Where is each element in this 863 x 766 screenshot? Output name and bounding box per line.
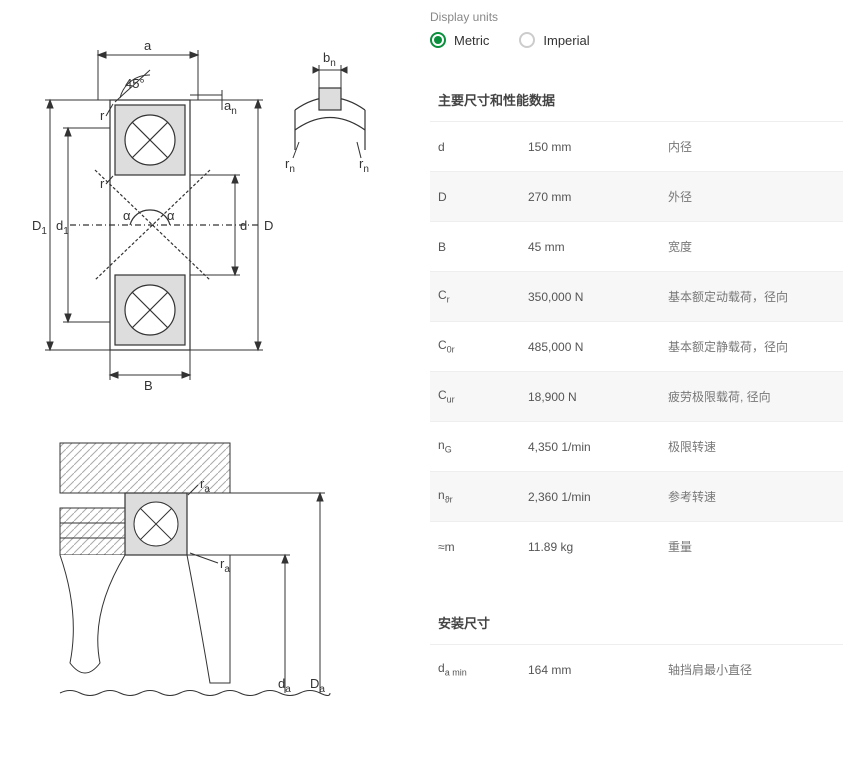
radio-metric[interactable]: Metric (430, 32, 489, 48)
spec-description: 轴挡肩最小直径 (660, 645, 843, 695)
spec-symbol: nϑr (430, 472, 520, 522)
label-B: B (144, 378, 153, 390)
label-a: a (144, 38, 152, 53)
spec-symbol: B (430, 222, 520, 272)
label-r-upper: r (100, 108, 105, 123)
label-45deg: 45° (125, 76, 145, 91)
spec-table-main: d150 mm内径D270 mm外径B45 mm宽度Cr350,000 N基本额… (430, 121, 843, 571)
spec-description: 内径 (660, 122, 843, 172)
label-alpha-left: α (123, 208, 131, 223)
spec-symbol: Cur (430, 372, 520, 422)
spec-description: 疲劳极限载荷, 径向 (660, 372, 843, 422)
radio-icon (430, 32, 446, 48)
spec-value: 11.89 kg (520, 522, 660, 572)
spec-value: 45 mm (520, 222, 660, 272)
table-row: Cr350,000 N基本额定动载荷，径向 (430, 272, 843, 322)
spec-symbol: d (430, 122, 520, 172)
diagram-bearing-cross-section: a 45° an r r α α (10, 20, 400, 393)
label-da: da (278, 676, 291, 695)
table-row: ≈m11.89 kg重量 (430, 522, 843, 572)
table-row: nG4,350 1/min极限转速 (430, 422, 843, 472)
display-units-label: Display units (430, 10, 843, 24)
spec-symbol: ≈m (430, 522, 520, 572)
spec-value: 4,350 1/min (520, 422, 660, 472)
spec-description: 参考转速 (660, 472, 843, 522)
label-d1: d1 (56, 218, 69, 237)
label-an: an (224, 98, 237, 117)
spec-description: 极限转速 (660, 422, 843, 472)
spec-value: 164 mm (520, 645, 660, 695)
spec-value: 2,360 1/min (520, 472, 660, 522)
spec-description: 基本额定动载荷，径向 (660, 272, 843, 322)
radio-imperial-label: Imperial (543, 33, 589, 48)
section-mounting-dims: 安装尺寸 (430, 601, 843, 644)
spec-description: 外径 (660, 172, 843, 222)
label-bn: bn (323, 50, 336, 69)
spec-symbol: da min (430, 645, 520, 695)
label-D1: D1 (32, 218, 47, 237)
section-main-dims: 主要尺寸和性能数据 (430, 78, 843, 121)
table-row: C0r485,000 N基本额定静载荷，径向 (430, 322, 843, 372)
units-radio-group: Metric Imperial (430, 32, 843, 48)
spec-description: 重量 (660, 522, 843, 572)
label-D: D (264, 218, 273, 233)
label-r-lower: r (100, 176, 105, 191)
spec-value: 150 mm (520, 122, 660, 172)
radio-icon (519, 32, 535, 48)
label-rn-right: rn (359, 156, 369, 175)
spec-description: 基本额定静载荷，径向 (660, 322, 843, 372)
spec-symbol: nG (430, 422, 520, 472)
diagram-mounting: ra ra da Da (10, 433, 400, 706)
table-row: nϑr2,360 1/min参考转速 (430, 472, 843, 522)
spec-value: 350,000 N (520, 272, 660, 322)
spec-description: 宽度 (660, 222, 843, 272)
spec-symbol: C0r (430, 322, 520, 372)
spec-value: 18,900 N (520, 372, 660, 422)
label-d: d (240, 218, 247, 233)
spec-table-mounting: da min164 mm轴挡肩最小直径 (430, 644, 843, 694)
radio-imperial[interactable]: Imperial (519, 32, 589, 48)
radio-metric-label: Metric (454, 33, 489, 48)
spec-symbol: D (430, 172, 520, 222)
table-row: D270 mm外径 (430, 172, 843, 222)
label-rn-left: rn (285, 156, 295, 175)
label-alpha-right: α (167, 208, 175, 223)
spec-value: 485,000 N (520, 322, 660, 372)
table-row: B45 mm宽度 (430, 222, 843, 272)
table-row: d150 mm内径 (430, 122, 843, 172)
spec-value: 270 mm (520, 172, 660, 222)
table-row: da min164 mm轴挡肩最小直径 (430, 645, 843, 695)
table-row: Cur18,900 N疲劳极限载荷, 径向 (430, 372, 843, 422)
spec-symbol: Cr (430, 272, 520, 322)
